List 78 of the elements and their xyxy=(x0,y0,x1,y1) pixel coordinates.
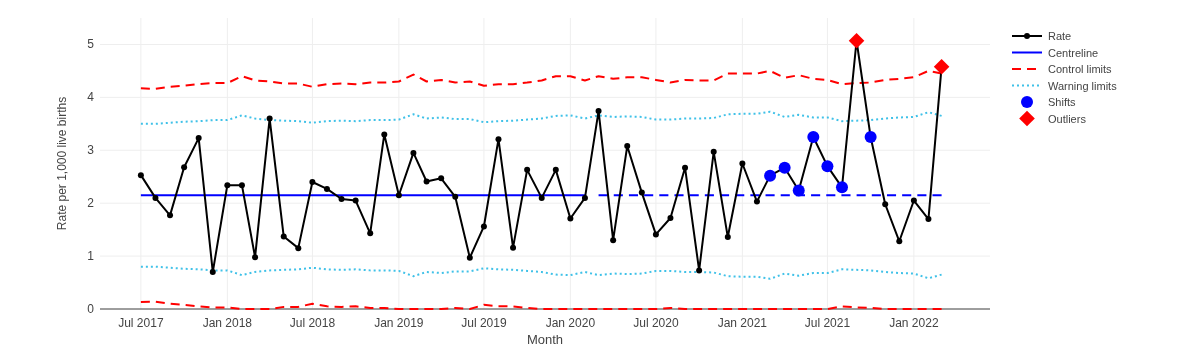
point xyxy=(848,32,865,49)
line-series xyxy=(139,300,943,310)
point xyxy=(538,194,545,201)
x-tick-label: Jan 2019 xyxy=(374,316,424,330)
point xyxy=(638,189,645,196)
point xyxy=(696,267,703,274)
point xyxy=(167,212,174,219)
point xyxy=(753,198,760,205)
x-tick-label: Jan 2020 xyxy=(545,316,596,330)
x-tick-label: Jul 2020 xyxy=(633,316,679,330)
point xyxy=(835,181,848,194)
point xyxy=(480,223,487,230)
point xyxy=(925,216,932,223)
point xyxy=(495,136,502,143)
point xyxy=(252,254,259,261)
point xyxy=(552,166,559,173)
y-tick-label: 4 xyxy=(87,90,95,105)
point xyxy=(209,268,216,275)
x-tick-label: Jan 2018 xyxy=(202,316,253,330)
point xyxy=(381,131,388,138)
point xyxy=(280,233,287,240)
point xyxy=(652,231,659,238)
point xyxy=(624,143,631,150)
point xyxy=(352,197,359,204)
point xyxy=(152,194,159,201)
point xyxy=(452,193,459,200)
point xyxy=(466,254,473,261)
legend-label: Control limits xyxy=(1048,63,1113,75)
point xyxy=(410,149,417,156)
point xyxy=(682,164,689,171)
x-tick-label: Jul 2021 xyxy=(804,316,851,330)
point xyxy=(610,237,617,244)
y-tick-label: 0 xyxy=(87,302,95,316)
point xyxy=(510,244,517,251)
line-series xyxy=(139,265,943,280)
point xyxy=(595,108,602,115)
point xyxy=(323,185,330,192)
point xyxy=(137,172,144,179)
x-tick-label: Jan 2021 xyxy=(717,316,768,330)
legend-label: Centreline xyxy=(1048,46,1099,59)
point xyxy=(438,175,445,182)
point xyxy=(910,197,917,204)
point xyxy=(195,135,202,142)
x-tick-label: Jul 2019 xyxy=(461,316,507,330)
y-tick-label: 1 xyxy=(87,249,95,264)
point xyxy=(181,164,188,171)
point xyxy=(338,195,345,202)
x-axis-title: Month xyxy=(526,332,564,347)
point xyxy=(724,234,731,241)
point xyxy=(309,179,316,186)
x-tick-label: Jan 2022 xyxy=(889,316,939,330)
legend-label: Warning limits xyxy=(1048,79,1118,92)
point xyxy=(224,182,231,189)
legend-label: Shifts xyxy=(1048,96,1077,108)
point xyxy=(295,245,302,252)
y-axis-title: Rate per 1,000 live births xyxy=(55,96,69,231)
y-tick-label: 5 xyxy=(87,37,95,52)
legend-label: Rate xyxy=(1048,30,1072,42)
point xyxy=(667,215,674,221)
point xyxy=(266,115,273,122)
point xyxy=(882,201,889,208)
point xyxy=(395,192,402,199)
point xyxy=(710,148,717,155)
legend-label: Outliers xyxy=(1048,112,1087,125)
point xyxy=(933,58,950,75)
x-tick-label: Jul 2017 xyxy=(118,316,164,330)
point xyxy=(524,166,531,173)
point xyxy=(367,230,374,237)
line-series xyxy=(139,110,943,125)
x-tick-label: Jul 2018 xyxy=(289,316,336,330)
point xyxy=(896,238,903,245)
point xyxy=(423,178,430,185)
point xyxy=(567,215,574,222)
y-tick-label: 3 xyxy=(87,143,95,158)
y-tick-label: 2 xyxy=(87,196,95,211)
point xyxy=(238,182,245,189)
point xyxy=(739,160,746,167)
point xyxy=(581,194,588,201)
